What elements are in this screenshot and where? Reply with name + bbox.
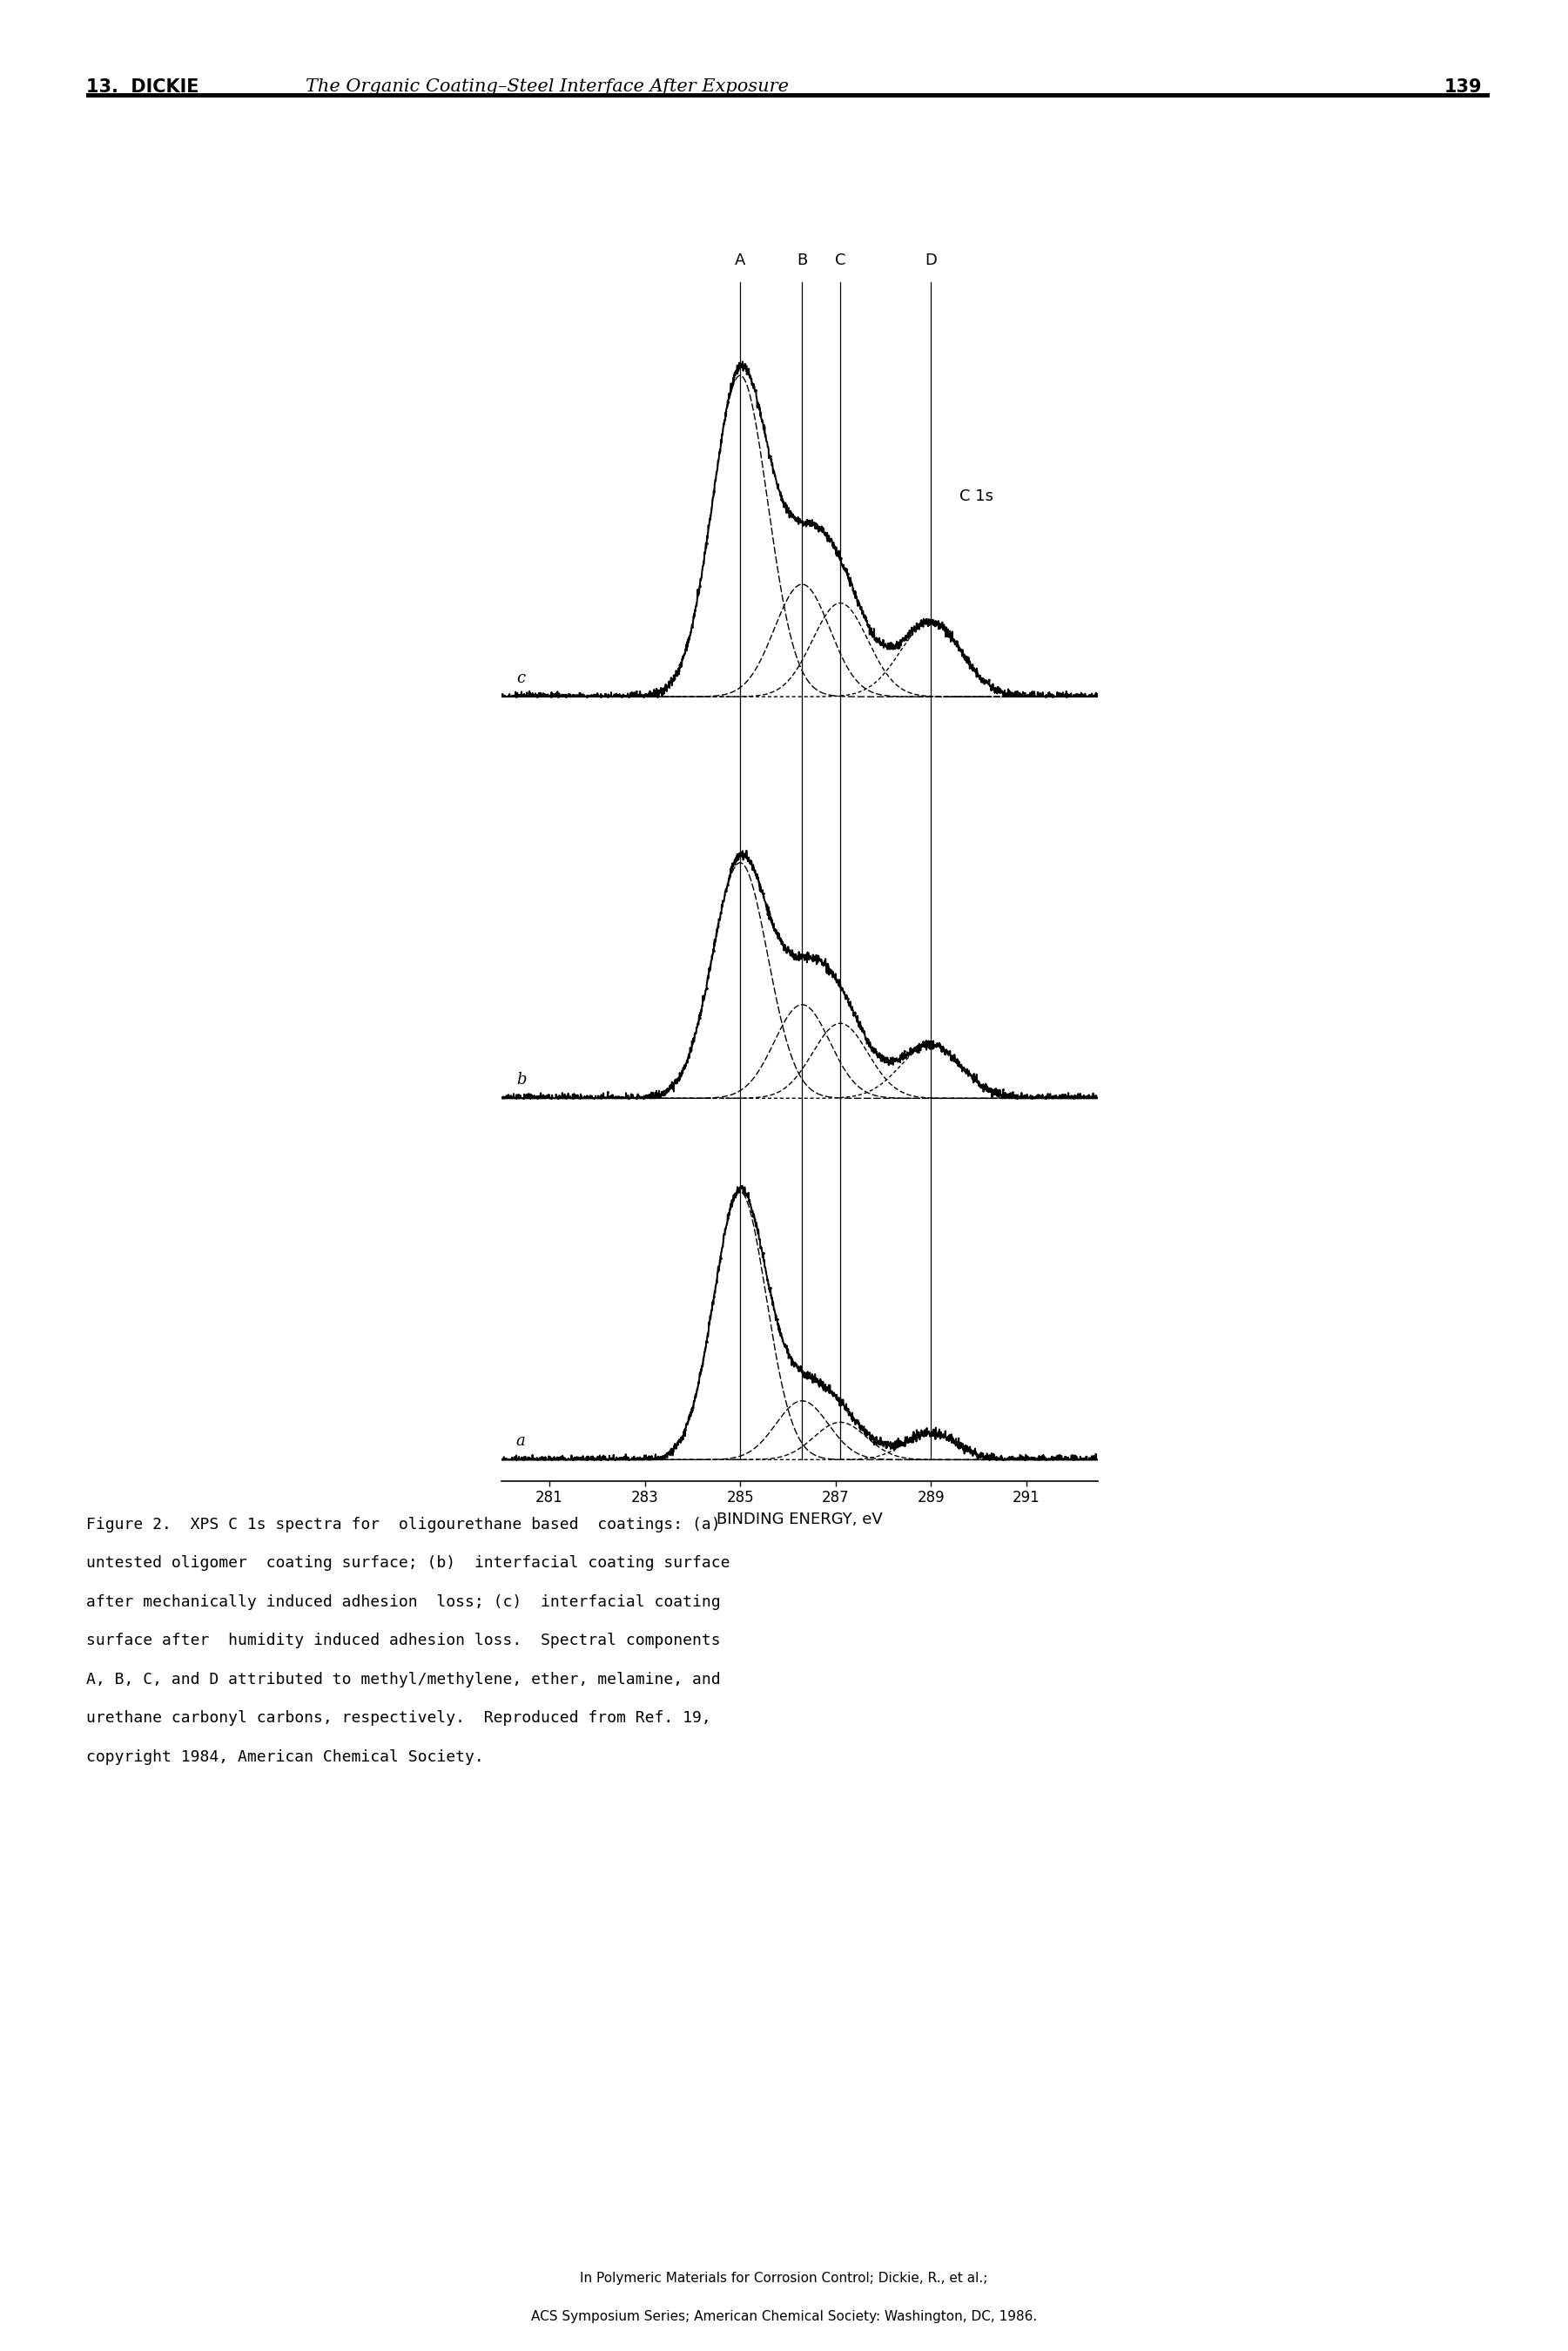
Text: 139: 139 [1444,78,1482,96]
Text: 13.  DICKIE: 13. DICKIE [86,78,199,96]
Text: surface after  humidity induced adhesion loss.  Spectral components: surface after humidity induced adhesion … [86,1632,721,1648]
Text: A: A [735,252,745,268]
Text: untested oligomer  coating surface; (b)  interfacial coating surface: untested oligomer coating surface; (b) i… [86,1556,731,1570]
Text: The Organic Coating–Steel Interface After Exposure: The Organic Coating–Steel Interface Afte… [306,78,789,96]
Text: A, B, C, and D attributed to methyl/methylene, ether, melamine, and: A, B, C, and D attributed to methyl/meth… [86,1672,721,1688]
Text: ACS Symposium Series; American Chemical Society: Washington, DC, 1986.: ACS Symposium Series; American Chemical … [532,2309,1036,2323]
Text: D: D [925,252,936,268]
Text: B: B [797,252,808,268]
Text: a: a [516,1434,525,1448]
X-axis label: BINDING ENERGY, eV: BINDING ENERGY, eV [717,1512,883,1528]
Text: b: b [516,1072,527,1089]
Text: c: c [516,670,525,686]
Text: C: C [834,252,845,268]
Text: after mechanically induced adhesion  loss; (c)  interfacial coating: after mechanically induced adhesion loss… [86,1594,721,1610]
Text: copyright 1984, American Chemical Society.: copyright 1984, American Chemical Societ… [86,1749,485,1766]
Text: Figure 2.  XPS C 1s spectra for  oligourethane based  coatings: (a): Figure 2. XPS C 1s spectra for oligouret… [86,1516,721,1533]
Text: In Polymeric Materials for Corrosion Control; Dickie, R., et al.;: In Polymeric Materials for Corrosion Con… [580,2271,988,2285]
Text: urethane carbonyl carbons, respectively.  Reproduced from Ref. 19,: urethane carbonyl carbons, respectively.… [86,1712,712,1726]
Text: C 1s: C 1s [960,489,993,503]
